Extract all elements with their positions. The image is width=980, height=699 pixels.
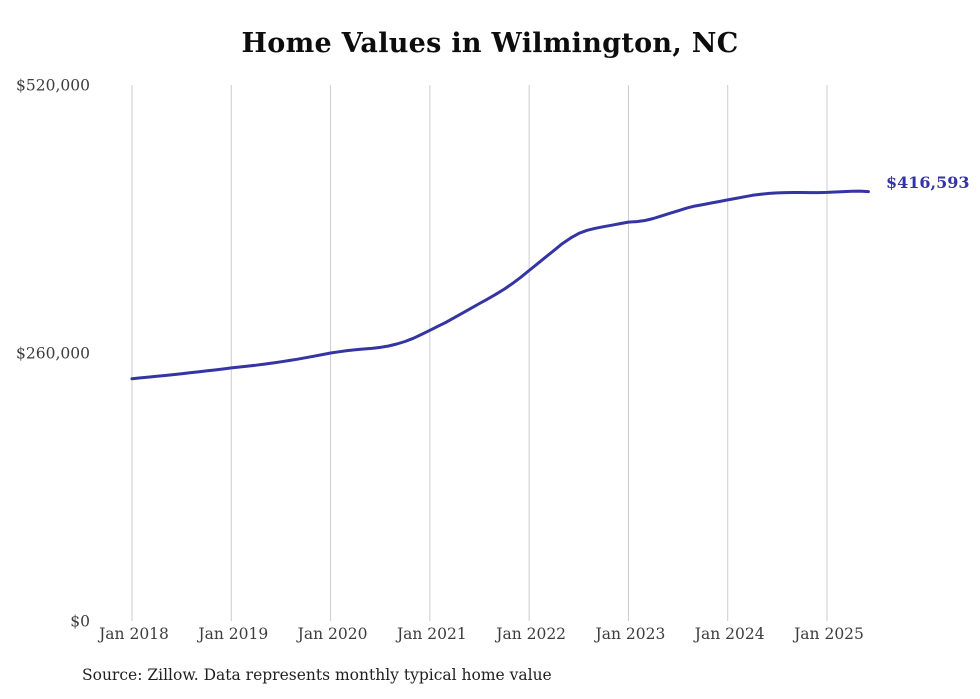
y-tick-label: $0 bbox=[70, 613, 90, 631]
x-tick-label: Jan 2023 bbox=[594, 625, 666, 643]
y-tick-label: $520,000 bbox=[16, 77, 90, 95]
y-tick-label: $260,000 bbox=[16, 345, 90, 363]
source-note: Source: Zillow. Data represents monthly … bbox=[82, 666, 552, 684]
x-tick-label: Jan 2024 bbox=[693, 625, 765, 643]
x-tick-label: Jan 2021 bbox=[395, 625, 467, 643]
x-tick-label: Jan 2020 bbox=[296, 625, 368, 643]
x-tick-label: Jan 2018 bbox=[97, 625, 169, 643]
chart-title: Home Values in Wilmington, NC bbox=[241, 28, 739, 59]
x-tick-label: Jan 2022 bbox=[494, 625, 566, 643]
home-value-line bbox=[130, 189, 870, 381]
final-value-label: $416,593 bbox=[886, 173, 970, 192]
x-tick-label: Jan 2019 bbox=[196, 625, 268, 643]
x-tick-label: Jan 2025 bbox=[792, 625, 864, 643]
